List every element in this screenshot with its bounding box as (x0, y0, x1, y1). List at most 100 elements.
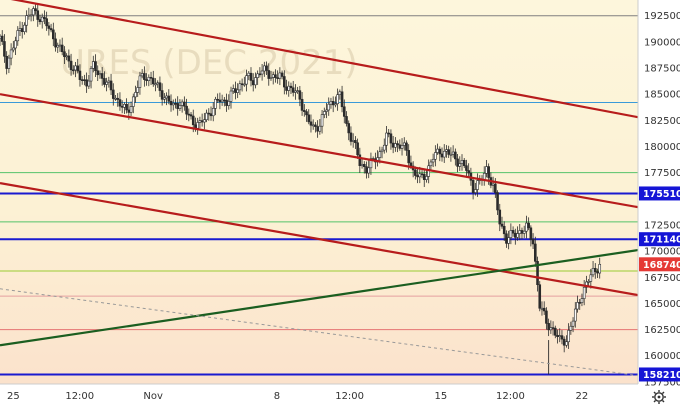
candle-body (571, 320, 575, 327)
candle-body (214, 98, 217, 109)
candle-body (60, 44, 64, 53)
candle-body (593, 268, 597, 273)
candle-body (63, 51, 66, 57)
candle-body (149, 76, 153, 79)
candle-body (518, 230, 522, 234)
candle-body (496, 192, 499, 211)
candle-body (107, 80, 111, 83)
candle-body (596, 271, 599, 274)
candle-body (205, 112, 208, 121)
candle-body (138, 75, 142, 88)
price-tag-label: 158210 (643, 370, 680, 381)
candle-body (85, 79, 88, 87)
candle-body (405, 142, 408, 151)
candle-body (329, 101, 333, 105)
time-tick-label: Nov (143, 391, 163, 402)
candle-body (263, 65, 266, 72)
candle-body (551, 327, 555, 329)
candle-body (327, 103, 331, 111)
trendline[interactable] (0, 288, 638, 377)
candle-body (562, 338, 566, 346)
candle-body (485, 166, 488, 174)
candle-body (283, 76, 286, 88)
candle-body (231, 88, 235, 92)
candle-body (407, 150, 410, 164)
time-axis[interactable]: 25 12:00 Nov 8 12:00 15 12:00 22 (7, 391, 588, 402)
candle-body (91, 61, 95, 69)
candle-body (514, 232, 517, 238)
candle-body (536, 261, 539, 286)
price-tick-label: 160000 (644, 351, 680, 362)
candle-body (23, 24, 26, 33)
trendline[interactable] (0, 248, 638, 347)
candle-body (83, 79, 86, 82)
candle-body (314, 124, 317, 127)
candle-body (414, 169, 417, 176)
candle-body (16, 30, 20, 42)
candle-body (40, 16, 44, 23)
price-tick-label: 185000 (644, 90, 680, 101)
candle-body (236, 89, 239, 93)
price-tick-label: 177500 (644, 168, 680, 179)
candle-body (416, 175, 419, 178)
candle-body (420, 173, 424, 176)
candle-body (129, 106, 133, 113)
candle-body (303, 110, 306, 112)
trendline[interactable] (0, 0, 638, 119)
trendline[interactable] (0, 93, 638, 209)
candle-body (45, 18, 48, 27)
candle-body (225, 99, 228, 106)
candle-body (298, 90, 302, 100)
candle-body (529, 227, 533, 240)
candle-body (438, 148, 442, 155)
price-tick-label: 162500 (644, 325, 680, 336)
candle-body (147, 76, 151, 82)
candle-body (380, 149, 384, 153)
candle-body (74, 65, 77, 71)
price-tick-label: 190000 (644, 37, 680, 48)
time-tick-label: 12:00 (335, 391, 364, 402)
candle-body (294, 90, 297, 93)
candle-body (78, 70, 82, 80)
candle-body (65, 55, 68, 58)
candle-body (89, 68, 93, 82)
candle-body (369, 158, 373, 169)
candle-body (3, 41, 6, 57)
candle-body (220, 99, 224, 103)
candle-body (125, 103, 128, 111)
price-tick-label: 182500 (644, 116, 680, 127)
candle-body (409, 162, 413, 167)
candle-body (336, 94, 339, 105)
settings-icon[interactable] (652, 390, 666, 404)
candle-body (0, 35, 4, 42)
candle-body (580, 298, 584, 303)
candle-body (545, 310, 548, 324)
candle-body (178, 105, 182, 109)
trendlines (0, 0, 638, 377)
candle-body (525, 222, 528, 232)
price-tick-label: 165000 (644, 299, 680, 310)
candle-body (527, 222, 530, 229)
candle-body (598, 264, 602, 274)
candle-body (280, 72, 284, 77)
candle-body (32, 8, 35, 16)
candle-body (76, 65, 80, 72)
candle-body (247, 72, 251, 76)
candle-body (360, 163, 364, 166)
candle-body (118, 99, 122, 107)
price-axis[interactable]: 192500 190000 187500 185000 182500 180000 1775… (644, 11, 680, 388)
candle-body (578, 302, 582, 304)
candle-body (400, 145, 404, 149)
candle-body (476, 180, 479, 190)
time-tick-label: 8 (274, 391, 280, 402)
candle-body (320, 114, 324, 127)
trendline[interactable] (0, 182, 638, 297)
candle-body (249, 72, 253, 81)
candle-body (471, 179, 475, 193)
candle-body (522, 230, 526, 234)
candle-body (467, 170, 470, 174)
candle-body (440, 153, 444, 158)
candle-body (67, 55, 71, 62)
candle-body (356, 142, 359, 156)
